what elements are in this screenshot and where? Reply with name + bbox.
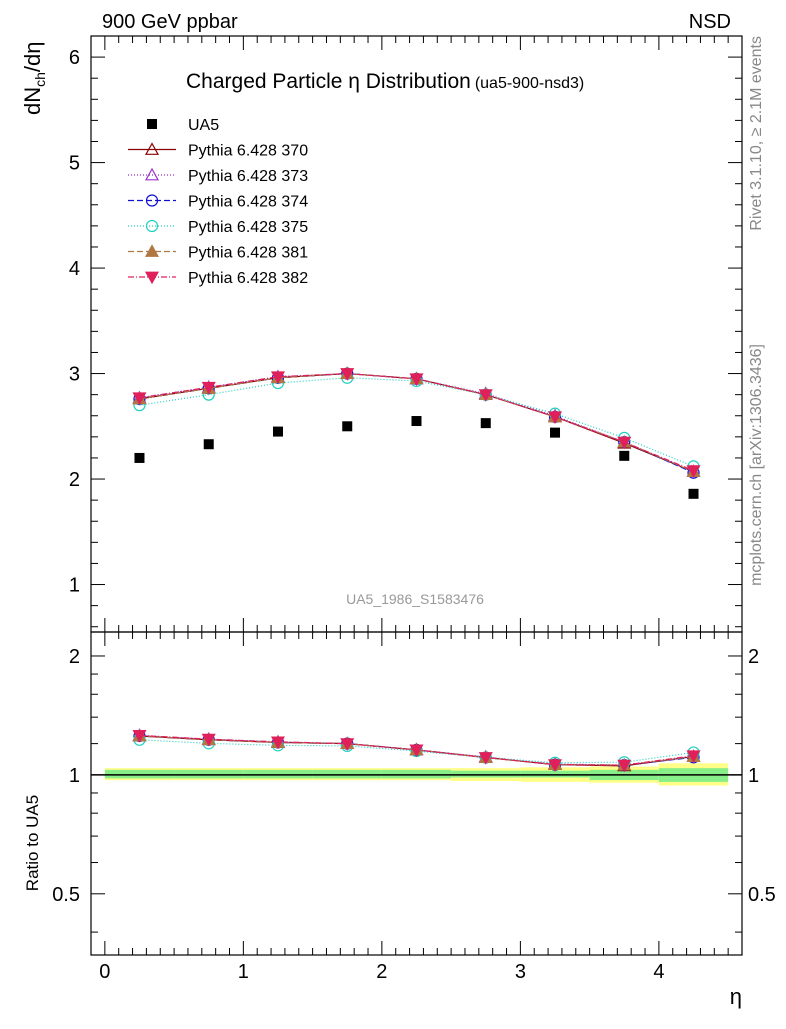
chart-title-main: Charged Particle η Distribution <box>186 70 471 93</box>
ratio-tick-label-left: 1 <box>69 765 80 787</box>
ratio-series-line-6 <box>132 729 701 773</box>
y-tick-label: 2 <box>69 469 80 491</box>
data-point-ua5 <box>342 421 353 432</box>
series-marker <box>617 436 632 450</box>
ratio-plot-frame <box>90 631 743 956</box>
data-point-ua5 <box>619 450 630 461</box>
data-point-ua5 <box>272 426 283 437</box>
legend-label-ua5: UA5 <box>188 117 219 134</box>
x-tick-label: 0 <box>99 961 110 983</box>
x-tick-label: 1 <box>238 961 249 983</box>
series-marker <box>201 381 216 395</box>
series-marker <box>409 373 424 387</box>
series-line-6 <box>132 368 701 478</box>
series-marker <box>340 368 355 381</box>
ratio-tick-label-right: 0.5 <box>748 884 776 906</box>
data-point-ua5 <box>411 416 422 427</box>
axes: 0 1 2 3 4 1 2 3 4 5 6 0.5 0.5 1 1 2 2 <box>52 35 776 983</box>
legend-label-3: Pythia 6.428 374 <box>188 194 308 211</box>
series-curve <box>139 372 694 473</box>
x-tick-label: 4 <box>653 961 664 983</box>
legend-label-4: Pythia 6.428 375 <box>188 219 308 236</box>
series-marker <box>686 465 701 478</box>
ratio-tick-label-left: 0.5 <box>52 884 80 906</box>
y-tick-label: 6 <box>69 47 80 69</box>
chart-title: Charged Particle η Distribution (ua5-900-… <box>186 70 584 93</box>
chart-subtitle: (ua5-900-nsd3) <box>475 75 584 92</box>
legend-label-5: Pythia 6.428 381 <box>188 245 308 262</box>
ratio-band-inner <box>312 769 382 779</box>
ratio-y-axis-label: Ratio to UA5 <box>23 795 42 891</box>
legend-marker-ua5 <box>147 119 157 129</box>
ratio-marker <box>340 738 355 751</box>
mcplots-label: mcplots.cern.ch [arXiv:1306.3436] <box>748 344 765 586</box>
ratio-marker <box>617 759 632 773</box>
y-tick-label: 3 <box>69 364 80 386</box>
y-tick-label: 5 <box>69 153 80 175</box>
data-point-ua5 <box>480 418 491 429</box>
data-point-ua5 <box>550 427 561 438</box>
ratio-tick-label-left: 2 <box>69 646 80 668</box>
legend-marker-3 <box>145 194 159 207</box>
legend: UA5 Pythia 6.428 370 Pythia 6.428 373 Pythi… <box>128 117 308 287</box>
data-point-ua5 <box>134 452 145 463</box>
ratio-curve <box>139 739 694 764</box>
legend-marker-5 <box>144 244 160 257</box>
y-tick-label: 1 <box>69 575 80 597</box>
ratio-band-inner <box>174 769 244 779</box>
y-tick-label: 4 <box>69 258 80 280</box>
ratio-marker <box>686 750 701 763</box>
x-axis-label: η <box>730 984 742 1009</box>
header-right: NSD <box>689 11 731 33</box>
ratio-tick-label-right: 1 <box>748 765 759 787</box>
ratio-marker <box>132 729 147 743</box>
ratio-band-inner <box>104 769 175 779</box>
legend-label-6: Pythia 6.428 382 <box>188 270 308 287</box>
legend-label-2: Pythia 6.428 373 <box>188 168 308 185</box>
ratio-band-inner <box>243 769 313 779</box>
analysis-label: UA5_1986_S1583476 <box>346 591 484 607</box>
x-tick-label: 2 <box>376 961 387 983</box>
ratio-marker <box>270 736 286 750</box>
ratio-marker <box>547 759 563 772</box>
ratio-tick-label-right: 2 <box>748 646 759 668</box>
data-point-ua5 <box>688 488 699 499</box>
ratio-marker <box>409 744 424 758</box>
legend-label-1: Pythia 6.428 370 <box>188 143 308 160</box>
series-marker <box>270 371 286 384</box>
legend-marker-4 <box>145 219 159 233</box>
ratio-marker <box>478 752 493 765</box>
series-marker <box>547 411 563 425</box>
series <box>132 366 701 773</box>
legend-marker-2 <box>144 167 160 181</box>
y-axis-label: dNch/dη <box>20 41 48 115</box>
ratio-band-inner <box>520 770 590 778</box>
series-marker <box>478 389 493 402</box>
series-marker <box>132 392 147 406</box>
x-tick-label: 3 <box>515 961 526 983</box>
legend-marker-6 <box>144 271 160 285</box>
ratio-band-inner <box>381 769 452 779</box>
ratio-band-inner <box>451 770 521 778</box>
legend-marker-1 <box>144 142 160 155</box>
rivet-label: Rivet 3.1.10, ≥ 2.1M events <box>748 36 765 231</box>
ratio-marker <box>201 733 216 747</box>
header-left: 900 GeV ppbar <box>102 11 238 33</box>
data-point-ua5 <box>203 439 214 450</box>
